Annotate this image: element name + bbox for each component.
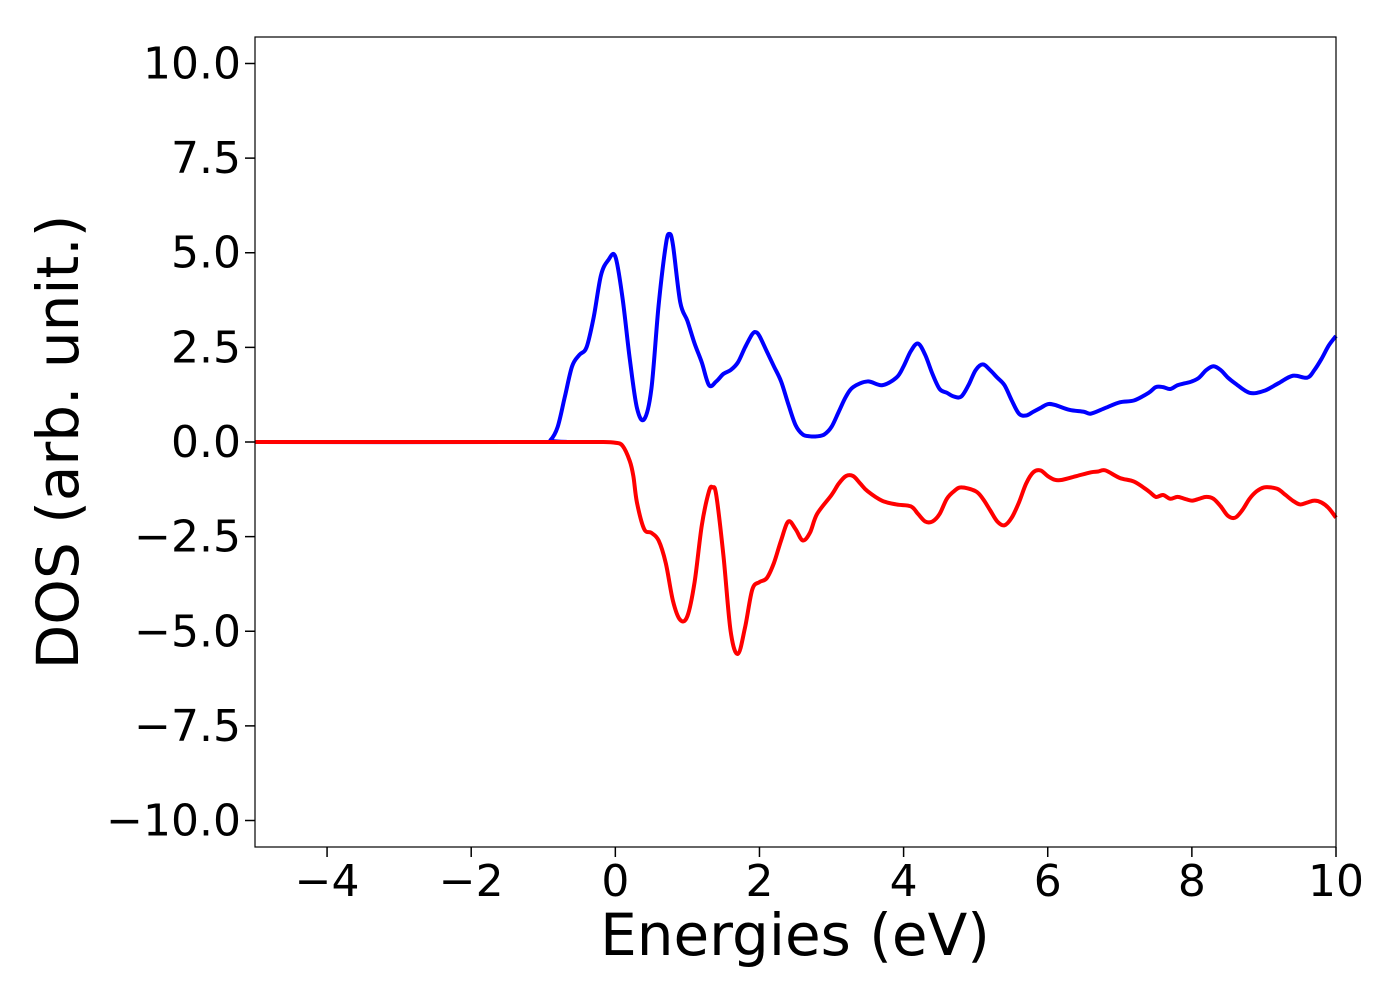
x-axis-ticks: −4 −2 0 2 4 6 8 10 [295,847,1364,907]
series-line-2 [255,439,1338,656]
y-tick-label: −7.5 [134,701,241,752]
x-tick-label: −4 [295,856,360,907]
x-tick-label: −2 [439,856,504,907]
x-tick-label: 6 [1034,856,1062,907]
x-tick-label: 2 [745,856,773,907]
x-tick-label: 10 [1308,856,1364,907]
y-tick-label: −10.0 [106,796,241,847]
x-tick-label: 4 [890,856,918,907]
x-tick-label: 8 [1178,856,1206,907]
y-axis-ticks: 10.0 7.5 5.0 2.5 0.0 −2.5 −5.0 −7.5 −10.0 [106,38,255,847]
series-line-1 [254,231,1338,445]
y-tick-label: −5.0 [134,606,241,657]
y-tick-label: 5.0 [171,228,241,279]
y-tick-label: 2.5 [171,322,241,373]
x-tick-label: 0 [601,856,629,907]
y-axis-label: DOS (arb. unit.) [24,215,92,670]
y-tick-label: 10.0 [143,38,241,89]
y-tick-label: 0.0 [171,417,241,468]
x-axis-label: Energies (eV) [600,901,990,969]
y-tick-label: 7.5 [171,133,241,184]
plot-lines [254,231,1338,656]
y-tick-label: −2.5 [134,512,241,563]
